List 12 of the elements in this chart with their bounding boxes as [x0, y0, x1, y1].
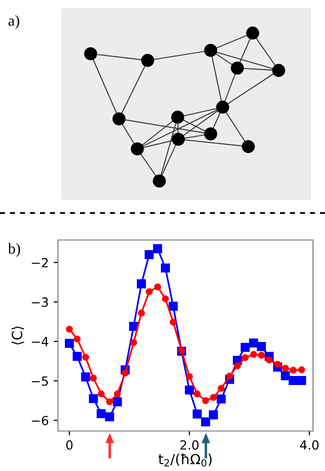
- y-tick-label: −2: [32, 258, 48, 268]
- x-tick-label: 2.0: [180, 440, 199, 450]
- y-tick-label: −4: [32, 337, 48, 346]
- x-tick-label: 4.0: [300, 440, 319, 450]
- y-tick-label: −5: [32, 376, 48, 386]
- y-axis-title: ⟨C⟩: [12, 326, 24, 345]
- x-axis-title: t$_{2}$/(ħΩ$_{0}$): [158, 454, 212, 466]
- y-tick-label: −6: [32, 416, 48, 426]
- text: b): [8, 243, 20, 257]
- text: a): [8, 15, 20, 29]
- x-tick-label: 0: [66, 440, 73, 450]
- y-tick-label: −3: [32, 297, 48, 307]
